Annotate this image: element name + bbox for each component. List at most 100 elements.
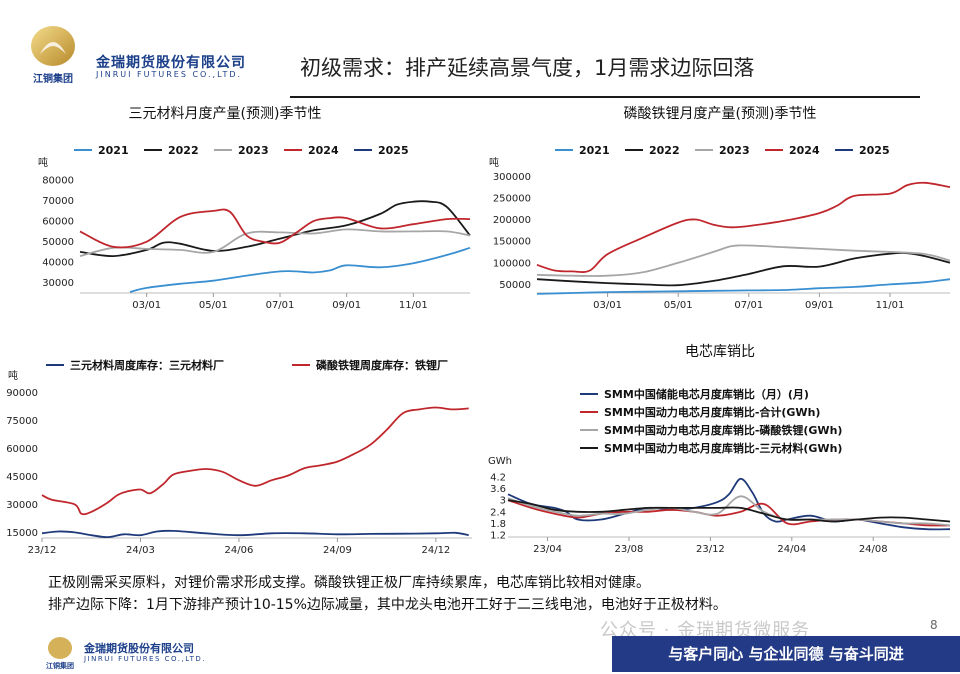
y-tick-label: 250000 — [493, 193, 531, 204]
legend-label: SMM中国动力电芯月度库销比-合计(GWh) — [604, 405, 820, 419]
title-divider — [290, 96, 920, 98]
y-axis-unit: 吨 — [38, 156, 48, 169]
footer-company-cn: 金瑞期货股份有限公司 — [84, 642, 194, 655]
summary-line-1: 正极刚需采买原料，对锂价需求形成支撑。磷酸铁锂正极厂库持续累库，电芯库销比较相对… — [48, 575, 650, 591]
legend-label: 2025 — [859, 144, 890, 157]
legend-label: 2023 — [719, 144, 750, 157]
footer-logo: 江铜集团 — [40, 636, 80, 670]
y-tick-label: 1.8 — [490, 519, 506, 530]
page-title: 初级需求：排产延续高景气度，1月需求边际回落 — [300, 56, 755, 80]
y-tick-label: 70000 — [42, 196, 74, 207]
legend-label: SMM中国动力电芯月度库销比-三元材料(GWh) — [604, 441, 842, 455]
series-line-三元材料周度库存：三元材料厂 — [41, 529, 469, 539]
footer-slogan: 与客户同心 与企业同德 与奋斗同进 — [612, 636, 960, 672]
y-axis-unit: GWh — [488, 456, 512, 467]
y-tick-label: 3.6 — [490, 484, 506, 495]
x-tick-label: 23/04 — [533, 544, 562, 555]
series-line-SMM中国动力电芯月度库销比-磷酸铁锂(GWh) — [507, 495, 951, 527]
x-tick-label: 03/01 — [593, 300, 622, 310]
y-tick-label: 15000 — [6, 528, 38, 539]
summary-line-2: 排产边际下降：1月下游排产预计10-15%边际减量，其中龙头电池开工好于二三线电… — [48, 597, 727, 613]
x-tick-label: 23/12 — [696, 544, 725, 555]
chart-title: 磷酸铁锂月度产量(预测)季节性 — [624, 106, 817, 122]
y-tick-label: 60000 — [6, 444, 38, 455]
y-tick-label: 50000 — [499, 280, 531, 291]
logo-emblem: 江铜集团 — [31, 26, 75, 85]
x-tick-label: 23/08 — [615, 544, 644, 555]
y-tick-label: 90000 — [6, 388, 38, 399]
series-line-2021 — [129, 246, 471, 293]
y-tick-label: 300000 — [493, 172, 531, 183]
x-tick-label: 07/01 — [734, 300, 763, 310]
legend-label: SMM中国动力电芯月度库销比-磷酸铁锂(GWh) — [604, 423, 842, 437]
company-name-en: JINRUI FUTURES CO.,LTD. — [96, 70, 243, 79]
series-line-SMM中国动力电芯月度库销比-三元材料(GWh) — [507, 499, 951, 523]
logo-text: 江铜集团 — [33, 72, 73, 85]
series-line-2022 — [79, 200, 471, 258]
legend-label: 2024 — [308, 144, 339, 157]
series-line-2024 — [79, 208, 471, 249]
legend-label: 2021 — [98, 144, 129, 157]
legend-label: 2023 — [238, 144, 269, 157]
x-tick-label: 07/01 — [266, 300, 295, 310]
chart-title: 电芯库销比 — [685, 344, 755, 360]
legend-label: 三元材料周度库存：三元材料厂 — [70, 358, 224, 372]
legend-label: 2024 — [789, 144, 820, 157]
y-tick-label: 80000 — [42, 176, 74, 187]
company-name-cn: 金瑞期货股份有限公司 — [96, 55, 246, 71]
y-tick-label: 1.2 — [490, 531, 506, 542]
legend-label: 2022 — [649, 144, 680, 157]
y-tick-label: 2.4 — [490, 507, 506, 518]
x-tick-label: 24/03 — [126, 545, 155, 556]
series-line-2023 — [536, 244, 951, 277]
y-axis-unit: 吨 — [489, 156, 499, 169]
y-tick-label: 50000 — [42, 237, 74, 248]
legend-label: 磷酸铁锂周度库存：铁锂厂 — [316, 358, 448, 372]
x-tick-label: 03/01 — [132, 300, 161, 310]
company-logo: 江铜集团 — [18, 24, 88, 88]
legend-label: 2022 — [168, 144, 199, 157]
footer-company-en: JINRUI FUTURES CO.,LTD. — [84, 655, 207, 663]
x-tick-label: 09/01 — [805, 300, 834, 310]
x-tick-label: 24/08 — [859, 544, 888, 555]
x-tick-label: 11/01 — [876, 300, 905, 310]
y-tick-label: 200000 — [493, 215, 531, 226]
legend-label: 2021 — [579, 144, 610, 157]
y-tick-label: 45000 — [6, 472, 38, 483]
x-tick-label: 23/12 — [28, 545, 57, 556]
summary-text: 正极刚需采买原料，对锂价需求形成支撑。磷酸铁锂正极厂库持续累库，电芯库销比较相对… — [48, 572, 727, 616]
x-tick-label: 24/09 — [323, 545, 352, 556]
x-tick-label: 05/01 — [199, 300, 228, 310]
y-tick-label: 150000 — [493, 237, 531, 248]
chart-cell-inventory-ratio: 电芯库销比 GWh 1.21.82.433.64.2 23/04 23/08 23/12 2… — [488, 344, 951, 555]
x-tick-label: 24/12 — [421, 545, 450, 556]
y-tick-label: 60000 — [42, 217, 74, 228]
y-axis-unit: 吨 — [8, 369, 18, 382]
legend-label: SMM中国储能电芯月度库销比（月）(月) — [604, 387, 809, 401]
page-number: 8 — [930, 618, 938, 632]
y-tick-label: 30000 — [6, 500, 38, 511]
x-tick-label: 05/01 — [664, 300, 693, 310]
series-line-2022 — [536, 252, 951, 287]
x-tick-label: 24/04 — [777, 544, 806, 555]
footer-logo-text: 江铜集团 — [46, 661, 74, 670]
chart-title: 三元材料月度产量(预测)季节性 — [129, 106, 322, 122]
footer-logo-emblem: 江铜集团 — [46, 637, 74, 670]
series-line-磷酸铁锂周度库存：铁锂厂 — [41, 406, 469, 516]
series-line-2021 — [536, 278, 951, 295]
y-tick-label: 3 — [500, 496, 506, 507]
wechat-watermark: 公众号 · 金瑞期货微服务 — [600, 620, 811, 641]
y-tick-label: 100000 — [493, 258, 531, 269]
y-tick-label: 4.2 — [490, 472, 506, 483]
chart-weekly-inventory: 吨 15000 30000 45000 60000 75000 90000 23/12 24/0… — [6, 358, 472, 556]
x-tick-label: 11/01 — [399, 300, 428, 310]
y-tick-label: 30000 — [42, 278, 74, 289]
x-tick-label: 09/01 — [332, 300, 361, 310]
series-line-2024 — [536, 181, 951, 273]
series-line-2023 — [79, 228, 471, 257]
x-tick-label: 24/06 — [225, 545, 254, 556]
y-tick-label: 75000 — [6, 416, 38, 427]
legend-label: 2025 — [378, 144, 409, 157]
y-tick-label: 40000 — [42, 258, 74, 269]
